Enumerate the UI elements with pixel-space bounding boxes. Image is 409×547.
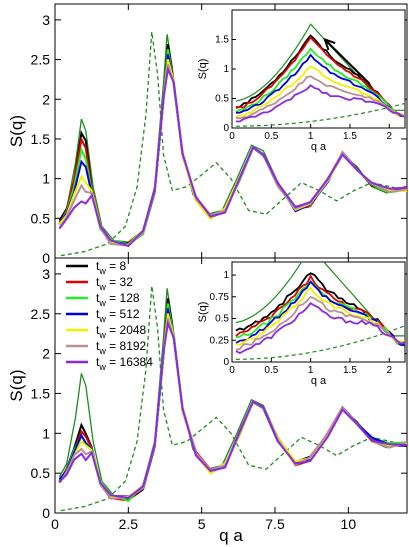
y-tick-label: 0.5	[31, 465, 51, 481]
inset-series-line	[235, 302, 405, 355]
y-axis-label: S(q)	[7, 115, 26, 147]
inset-series-line	[235, 65, 405, 118]
legend-label: tw = 16384	[96, 355, 153, 372]
inset-plot-area	[235, 23, 405, 127]
x-tick-label: 10	[341, 516, 357, 532]
x-tick-label: 2.5	[119, 516, 139, 532]
inset-x-tick-label: 0.5	[264, 131, 278, 142]
inset-x-tick-label: 1.5	[343, 131, 357, 142]
y-axis-label: S(q)	[7, 369, 26, 401]
y-tick-label: 2	[42, 91, 50, 107]
inset-y-axis-label: S(q)	[197, 59, 209, 80]
top-panel: 0 0.5 1 1.5 2 2.5 3 S(q) 0 0.5 1 1.5 0 0.5 1 1.5 2 q a S(q…	[7, 3, 408, 266]
y-tick-label: 2	[42, 346, 50, 362]
y-tick-label: 0	[42, 250, 50, 266]
inset-x-tick-label: 0	[229, 365, 235, 376]
inset-y-tick-label: 0.25	[210, 335, 230, 346]
y-tick-label: 3	[42, 266, 50, 282]
inset-y-tick-label: 0	[223, 357, 229, 368]
reference-curve-dashed	[60, 285, 407, 512]
inset-x-tick-label: 0	[229, 131, 235, 142]
plot-area	[58, 285, 407, 512]
y-tick-label: 1.5	[31, 385, 51, 401]
y-tick-label: 0	[42, 505, 50, 521]
y-tick-label: 1	[42, 425, 50, 441]
inset-x-axis-label: q a	[311, 141, 327, 153]
bottom-panel: 00.511.522.530 2.5 5 7.5 10S(q)00.250.50.751…	[7, 257, 408, 532]
y-tick-label: 0.5	[31, 210, 51, 226]
inset-series-line	[235, 84, 405, 123]
legend-label: tw = 2048	[96, 323, 147, 340]
y-tick-label: 2.5	[31, 306, 51, 322]
inset-y-tick-label: 0.75	[210, 292, 230, 303]
inset-x-tick-label: 1.5	[343, 365, 357, 376]
inset-series-line	[235, 295, 405, 351]
inset-y-axis-label: S(q)	[197, 302, 209, 323]
inset-y-tick-label: 1	[223, 64, 229, 75]
series-line	[58, 65, 407, 248]
legend-label: tw = 512	[96, 307, 140, 324]
y-tick-label: 3	[42, 12, 50, 28]
inset-series-line	[235, 47, 405, 118]
plot-frame	[54, 257, 408, 514]
inset-y-tick-label: 1	[223, 270, 229, 281]
inset-series-line	[235, 75, 405, 120]
inset-y-tick-label: 0.5	[215, 314, 229, 325]
legend-label: tw = 128	[96, 291, 140, 308]
x-tick-label: 7.5	[265, 516, 285, 532]
y-tick-label: 1.5	[31, 131, 51, 147]
x-axis-label: q a	[219, 526, 243, 545]
inset-x-tick-label: 2	[386, 365, 392, 376]
inset-y-tick-label: 0.5	[215, 94, 229, 105]
legend-label: tw = 8192	[96, 339, 147, 356]
x-tick-label: 5	[198, 516, 206, 532]
inset-series-line	[235, 53, 405, 118]
aging-arrow-head	[323, 37, 336, 51]
y-tick-label: 2.5	[31, 52, 51, 68]
inset-series-line	[235, 274, 405, 346]
legend-label: tw = 32	[96, 275, 133, 292]
inset-frame	[231, 9, 406, 129]
inset-y-tick-label: 0	[223, 123, 229, 134]
plot-area	[58, 31, 407, 257]
reference-curve-dashed	[60, 31, 407, 257]
inset-x-tick-label: 0.5	[264, 365, 278, 376]
inset-x-tick-label: 1	[308, 131, 314, 142]
inset-reference-dashed	[235, 325, 405, 360]
inset-plot-area	[235, 262, 405, 360]
inset-x-tick-label: 1	[308, 365, 314, 376]
series-line	[58, 319, 407, 499]
x-tick-label: 0	[51, 516, 59, 532]
inset-reference-dashed	[235, 102, 405, 127]
inset-x-axis-label: q a	[311, 375, 327, 387]
aging-arrow	[324, 38, 371, 85]
legend-label: tw = 8	[96, 259, 127, 276]
inset-y-tick-label: 1.5	[215, 35, 229, 46]
inset-x-tick-label: 2	[386, 131, 392, 142]
inset-series-line	[235, 36, 405, 117]
y-tick-label: 1	[42, 171, 50, 187]
